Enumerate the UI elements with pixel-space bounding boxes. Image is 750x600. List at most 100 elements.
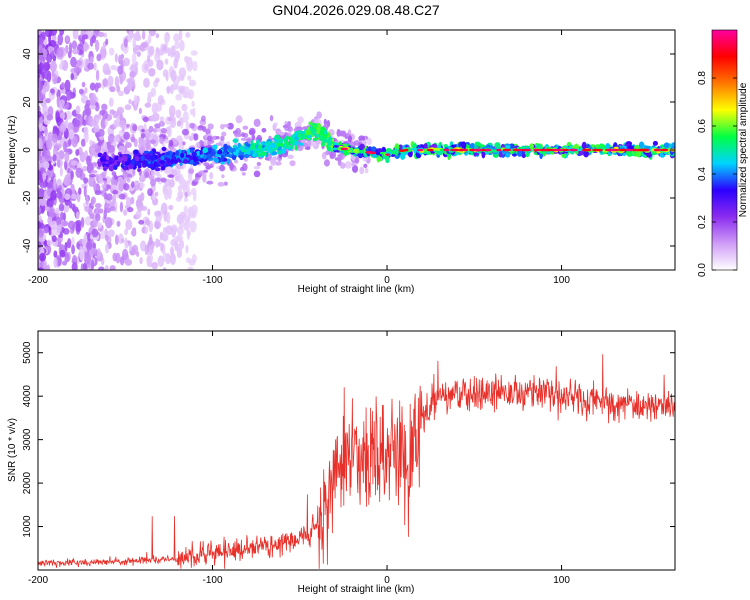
noise-blob bbox=[129, 81, 133, 91]
band-peak-blob bbox=[426, 148, 434, 152]
noise-blob bbox=[66, 238, 72, 249]
ridge-halo-blob bbox=[130, 196, 135, 205]
band-peak-blob bbox=[398, 149, 406, 152]
ridge-core-blob bbox=[249, 150, 254, 155]
ridge-halo-blob bbox=[325, 150, 331, 156]
ridge-halo-blob bbox=[202, 172, 207, 178]
ridge-core-blob bbox=[127, 158, 131, 163]
ridge-core-blob bbox=[100, 156, 104, 163]
ridge-halo-blob bbox=[140, 175, 144, 180]
ridge-halo-blob bbox=[337, 154, 342, 163]
noise-blob bbox=[94, 82, 99, 93]
noise-blob bbox=[143, 123, 147, 131]
band-blob bbox=[505, 152, 511, 158]
ridge-core-blob bbox=[294, 131, 299, 138]
ridge-halo-blob bbox=[125, 123, 130, 128]
noise-blob bbox=[128, 98, 132, 105]
ridge-core-blob bbox=[143, 154, 150, 159]
noise-blob bbox=[55, 111, 60, 123]
band-peak-blob bbox=[533, 148, 542, 152]
noise-blob bbox=[105, 216, 113, 229]
ridge-core-blob bbox=[220, 161, 225, 165]
noise-blob bbox=[45, 97, 51, 104]
noise-blob bbox=[38, 30, 42, 35]
noise-blob bbox=[83, 126, 89, 136]
ridge-halo-blob bbox=[88, 173, 96, 178]
ridge-halo-blob bbox=[111, 197, 116, 205]
band-peak-blob bbox=[554, 148, 564, 152]
noise-blob bbox=[159, 231, 164, 241]
noise-blob bbox=[182, 184, 190, 197]
noise-blob bbox=[118, 55, 122, 62]
ridge-core-blob bbox=[128, 163, 134, 170]
noise-blob bbox=[131, 52, 137, 65]
noise-blob bbox=[93, 62, 97, 71]
noise-blob bbox=[166, 85, 171, 95]
ridge-core-blob bbox=[327, 140, 333, 146]
ridge-halo-blob bbox=[113, 119, 119, 128]
noise-blob bbox=[119, 201, 124, 213]
noise-blob bbox=[64, 241, 68, 252]
ridge-core-blob bbox=[286, 136, 292, 140]
ridge-core-blob bbox=[294, 136, 299, 141]
noise-blob bbox=[42, 161, 50, 170]
noise-blob bbox=[154, 210, 162, 218]
noise-blob bbox=[59, 99, 65, 107]
noise-blob bbox=[123, 57, 131, 67]
ridge-core-blob bbox=[143, 150, 150, 154]
ridge-core-blob bbox=[271, 151, 278, 156]
noise-blob bbox=[60, 211, 64, 221]
noise-blob bbox=[175, 109, 182, 119]
ridge-core-blob bbox=[140, 155, 145, 161]
noise-blob bbox=[39, 252, 47, 262]
noise-blob bbox=[103, 210, 107, 220]
noise-blob bbox=[155, 215, 162, 223]
noise-blob bbox=[48, 40, 57, 48]
ridge-core-blob bbox=[149, 163, 154, 168]
noise-blob bbox=[155, 238, 159, 249]
ridge-core-blob bbox=[278, 146, 282, 151]
ridge-halo-blob bbox=[241, 172, 246, 176]
noise-blob bbox=[59, 30, 65, 36]
noise-blob bbox=[80, 138, 86, 147]
ridge-halo-blob bbox=[253, 170, 261, 178]
ridge-halo-blob bbox=[354, 157, 360, 164]
noise-blob bbox=[182, 91, 189, 99]
noise-blob bbox=[160, 242, 164, 252]
spectrogram-x-label: Height of straight line (km) bbox=[298, 284, 415, 295]
noise-blob bbox=[140, 41, 149, 48]
ridge-halo-blob bbox=[233, 131, 239, 137]
band-peak-blob bbox=[365, 151, 373, 154]
ridge-halo-blob bbox=[215, 142, 223, 147]
band-peak-blob bbox=[523, 148, 532, 152]
noise-blob bbox=[72, 30, 79, 40]
noise-blob bbox=[73, 65, 80, 74]
ridge-core-blob bbox=[154, 167, 161, 172]
ridge-core-blob bbox=[172, 156, 177, 161]
ridge-core-blob bbox=[322, 136, 326, 140]
ridge-core-blob bbox=[103, 167, 107, 171]
noise-blob bbox=[81, 34, 86, 45]
ridge-halo-blob bbox=[149, 139, 157, 145]
noise-blob bbox=[114, 234, 119, 246]
noise-blob bbox=[71, 224, 75, 232]
noise-blob bbox=[114, 53, 118, 63]
noise-blob bbox=[58, 124, 67, 133]
colorbar-ticks: 0.0 0.2 0.4 0.6 0.8 bbox=[697, 71, 737, 277]
ridge-halo-blob bbox=[220, 135, 225, 142]
noise-blob bbox=[174, 40, 180, 50]
colorbar-label: Normalized spectral amplitude bbox=[738, 82, 749, 217]
ridge-halo-blob bbox=[138, 219, 145, 225]
noise-blob bbox=[85, 194, 89, 206]
band-blob bbox=[521, 153, 526, 159]
noise-blob bbox=[124, 104, 132, 111]
ridge-halo-blob bbox=[221, 174, 225, 179]
noise-blob bbox=[148, 237, 153, 246]
noise-blob bbox=[94, 102, 100, 112]
band-peak-blob bbox=[496, 148, 502, 152]
noise-blob bbox=[95, 69, 100, 81]
band-blob bbox=[628, 145, 634, 150]
noise-blob bbox=[106, 68, 111, 76]
